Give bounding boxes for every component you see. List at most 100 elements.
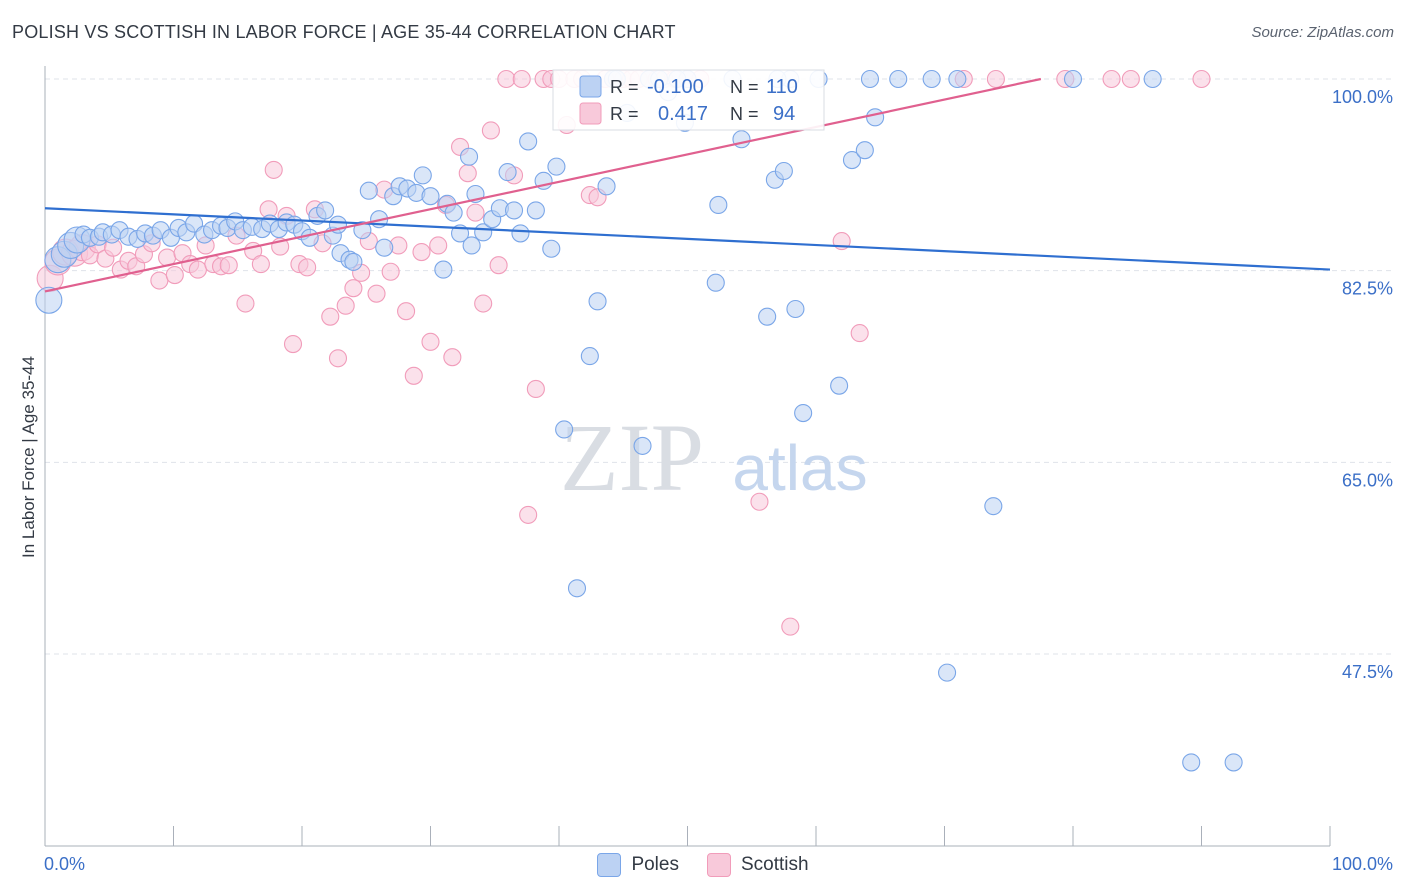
poles-point: [344, 252, 363, 271]
y-tick-label: 65.0%: [1342, 470, 1393, 490]
x-tick-labels: 0.0% 100.0%: [44, 854, 1393, 874]
scottish-point: [251, 255, 270, 274]
scottish-point: [512, 69, 531, 89]
poles-point: [1063, 69, 1083, 89]
poles-point: [519, 132, 538, 151]
poles-point: [842, 150, 862, 170]
poles-point: [889, 69, 908, 89]
scottish-point: [188, 260, 207, 279]
poles-point: [542, 239, 561, 258]
poles-r-label: R =: [610, 77, 639, 97]
legend-item-scottish: Scottish: [706, 853, 809, 877]
poles-point: [434, 260, 453, 279]
poles-point: [830, 376, 849, 395]
poles-point: [555, 420, 574, 439]
watermark-zip: ZIP: [560, 404, 704, 511]
x-tick-label: 100.0%: [1332, 854, 1393, 874]
legend-label-poles: Poles: [631, 854, 679, 875]
poles-point: [855, 141, 874, 160]
y-axis-label: In Labor Force | Age 35-44: [19, 356, 38, 558]
scottish-point: [404, 366, 423, 385]
scottish-point: [150, 271, 169, 290]
poles-point: [504, 201, 524, 220]
poles-point: [758, 307, 777, 326]
scottish-point: [412, 242, 431, 262]
poles-point: [774, 161, 793, 181]
scottish-point: [986, 69, 1005, 89]
poles-point: [547, 157, 566, 176]
scottish-point: [298, 258, 317, 277]
poles-point: [511, 224, 530, 243]
scottish-point: [165, 265, 184, 285]
poles-point: [948, 69, 967, 89]
poles-point: [498, 163, 517, 182]
scottish-point: [526, 379, 545, 399]
poles-point: [938, 663, 957, 682]
stats-box: R = -0.100 N = 110 R = 0.417 N = 94: [552, 69, 825, 131]
poles-point: [300, 228, 319, 247]
poles-point: [706, 273, 725, 292]
scottish-point: [443, 348, 462, 367]
scottish-point: [750, 492, 769, 511]
poles-point: [1143, 69, 1162, 89]
scottish-point: [466, 203, 485, 222]
scottish-point: [458, 164, 477, 183]
source-attribution: Source: ZipAtlas.com: [1251, 24, 1394, 41]
poles-point: [375, 238, 394, 257]
poles-point: [786, 299, 805, 319]
poles-point: [794, 403, 813, 423]
poles-stats-swatch: [579, 75, 602, 98]
poles-point: [413, 166, 432, 185]
trend-lines: [44, 77, 1331, 293]
scottish-point: [328, 349, 348, 368]
scottish-point: [489, 256, 508, 275]
y-tick-label: 82.5%: [1342, 279, 1393, 299]
grid-layer: [45, 78, 1393, 655]
poles-point: [984, 497, 1003, 516]
poles-n-value: 110: [766, 76, 798, 98]
scottish-n-label: N =: [730, 104, 759, 124]
scottish-point: [497, 69, 516, 89]
scottish-trend-line: [44, 77, 1042, 293]
scottish-stats-swatch: [579, 102, 602, 125]
poles-point: [462, 236, 481, 255]
legend: Poles Scottish: [0, 851, 1406, 879]
poles-point: [633, 436, 652, 455]
scottish-point: [481, 121, 500, 140]
poles-point: [866, 108, 885, 127]
y-tick-label: 100.0%: [1332, 87, 1393, 107]
poles-point: [421, 187, 440, 206]
scottish-point: [367, 284, 386, 303]
poles-point: [459, 147, 479, 166]
y-tick-labels: 47.5% 65.0% 82.5% 100.0%: [1332, 87, 1393, 682]
poles-point: [526, 201, 545, 220]
legend-swatch-scottish: [706, 853, 731, 877]
poles-point: [709, 195, 728, 215]
poles-point: [580, 347, 599, 366]
watermark: ZIP atlas: [560, 404, 868, 511]
y-tick-label: 47.5%: [1342, 662, 1393, 682]
scottish-point: [429, 236, 448, 255]
scottish-point: [283, 334, 303, 354]
scottish-point: [1121, 69, 1140, 89]
poles-r-value: -0.100: [647, 76, 704, 98]
scottish-point: [850, 324, 869, 343]
legend-swatch-poles: [597, 853, 622, 877]
legend-label-scottish: Scottish: [740, 854, 809, 875]
legend-item-poles: Poles: [597, 853, 679, 877]
scottish-point: [397, 302, 416, 321]
scottish-point: [264, 160, 283, 179]
scottish-n-value: 94: [773, 103, 795, 125]
scottish-point: [421, 332, 440, 351]
poles-point: [1224, 753, 1243, 772]
poles-point: [567, 579, 587, 598]
scottish-point: [219, 256, 238, 275]
poles-point: [316, 201, 335, 220]
scottish-point: [1102, 69, 1121, 89]
poles-point: [922, 69, 941, 89]
scottish-r-value: 0.417: [658, 103, 708, 125]
poles-n-label: N =: [730, 77, 759, 97]
poles-point: [1182, 753, 1201, 772]
axes-layer: [44, 66, 1331, 847]
